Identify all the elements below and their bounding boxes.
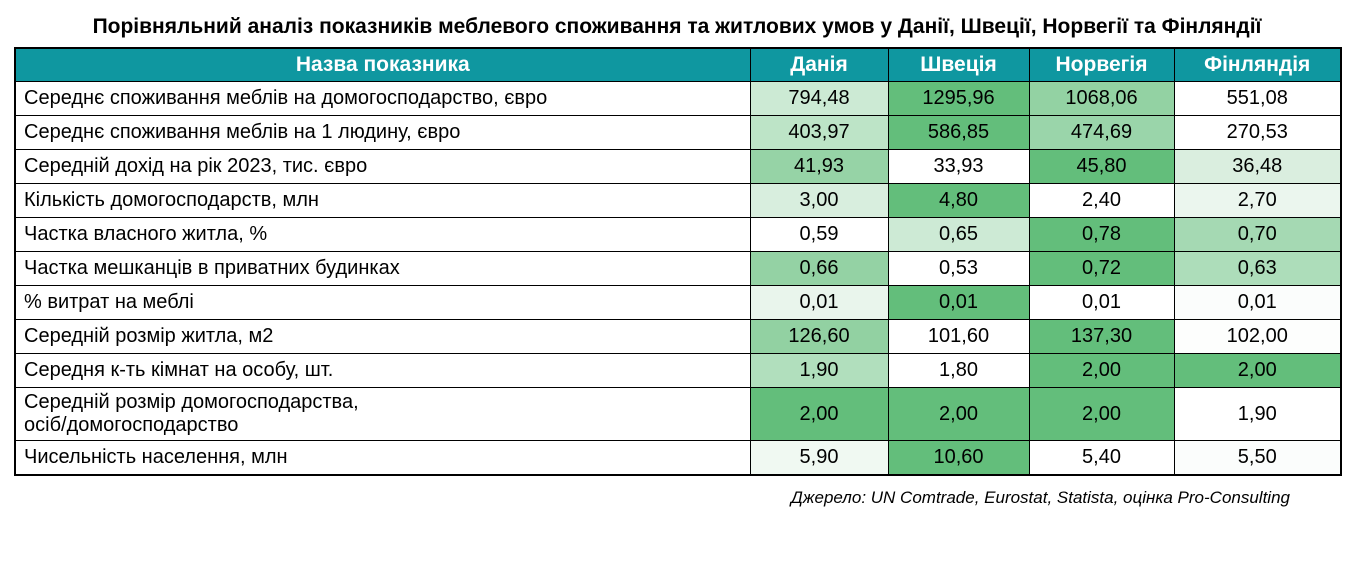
value-cell: 0,01 bbox=[749, 285, 889, 320]
value-cell: 102,00 bbox=[1173, 319, 1342, 354]
column-header-country: Швеція bbox=[887, 47, 1030, 82]
value-cell: 0,72 bbox=[1028, 251, 1175, 286]
indicator-label: Середнє споживання меблів на 1 людину, є… bbox=[14, 115, 751, 150]
value-cell: 0,63 bbox=[1173, 251, 1342, 286]
column-header-country: Данія bbox=[749, 47, 889, 82]
indicator-label: Кількість домогосподарств, млн bbox=[14, 183, 751, 218]
indicator-label: Середній розмір житла, м2 bbox=[14, 319, 751, 354]
value-cell: 1068,06 bbox=[1028, 81, 1175, 116]
value-cell: 551,08 bbox=[1173, 81, 1342, 116]
value-cell: 0,01 bbox=[1173, 285, 1342, 320]
table-row: Середній розмір житла, м2 126,60 101,60 137… bbox=[14, 319, 1342, 354]
value-cell: 270,53 bbox=[1173, 115, 1342, 150]
table-row: Середня к-ть кімнат на особу, шт. 1,90 1,8… bbox=[14, 353, 1342, 388]
value-cell: 3,00 bbox=[749, 183, 889, 218]
value-cell: 2,00 bbox=[1173, 353, 1342, 388]
value-cell: 2,00 bbox=[749, 387, 889, 441]
column-header-country: Норвегія bbox=[1028, 47, 1175, 82]
value-cell: 0,01 bbox=[887, 285, 1030, 320]
value-cell: 0,70 bbox=[1173, 217, 1342, 252]
value-cell: 1295,96 bbox=[887, 81, 1030, 116]
value-cell: 0,66 bbox=[749, 251, 889, 286]
table-row: Середнє споживання меблів на 1 людину, є… bbox=[14, 115, 1342, 150]
value-cell: 5,90 bbox=[749, 440, 889, 476]
table-row: Чисельність населення, млн 5,90 10,60 5,40 5… bbox=[14, 440, 1342, 476]
indicator-label: Чисельність населення, млн bbox=[14, 440, 751, 476]
value-cell: 474,69 bbox=[1028, 115, 1175, 150]
page-title: Порівняльний аналіз показників меблевого… bbox=[92, 15, 1262, 38]
value-cell: 2,00 bbox=[887, 387, 1030, 441]
header-row: Назва показника Данія Швеція Норвегія Фінля… bbox=[14, 47, 1342, 82]
table-row: Частка власного житла, % 0,59 0,65 0,78 0,70 bbox=[14, 217, 1342, 252]
value-cell: 33,93 bbox=[887, 149, 1030, 184]
value-cell: 2,70 bbox=[1173, 183, 1342, 218]
value-cell: 586,85 bbox=[887, 115, 1030, 150]
column-header-country: Фінляндія bbox=[1173, 47, 1342, 82]
value-cell: 403,97 bbox=[749, 115, 889, 150]
value-cell: 1,90 bbox=[749, 353, 889, 388]
comparison-table: Назва показника Данія Швеція Норвегія Фінля… bbox=[14, 47, 1342, 476]
value-cell: 1,80 bbox=[887, 353, 1030, 388]
table-row: Частка мешканців в приватних будинках 0,6… bbox=[14, 251, 1342, 286]
table-row: Середнє споживання меблів на домогоспода… bbox=[14, 81, 1342, 116]
value-cell: 4,80 bbox=[887, 183, 1030, 218]
table-row: Середній розмір домогосподарства, осіб/д… bbox=[14, 387, 1342, 441]
indicator-label: Частка власного житла, % bbox=[14, 217, 751, 252]
value-cell: 0,01 bbox=[1028, 285, 1175, 320]
value-cell: 10,60 bbox=[887, 440, 1030, 476]
value-cell: 2,00 bbox=[1028, 387, 1175, 441]
value-cell: 0,65 bbox=[887, 217, 1030, 252]
value-cell: 126,60 bbox=[749, 319, 889, 354]
value-cell: 794,48 bbox=[749, 81, 889, 116]
table-row: % витрат на меблі 0,01 0,01 0,01 0,01 bbox=[14, 285, 1342, 320]
value-cell: 2,00 bbox=[1028, 353, 1175, 388]
indicator-label: Середня к-ть кімнат на особу, шт. bbox=[14, 353, 751, 388]
value-cell: 1,90 bbox=[1173, 387, 1342, 441]
value-cell: 137,30 bbox=[1028, 319, 1175, 354]
value-cell: 45,80 bbox=[1028, 149, 1175, 184]
value-cell: 5,50 bbox=[1173, 440, 1342, 476]
indicator-label: % витрат на меблі bbox=[14, 285, 751, 320]
value-cell: 36,48 bbox=[1173, 149, 1342, 184]
value-cell: 41,93 bbox=[749, 149, 889, 184]
value-cell: 0,78 bbox=[1028, 217, 1175, 252]
indicator-label: Середній дохід на рік 2023, тис. євро bbox=[14, 149, 751, 184]
value-cell: 2,40 bbox=[1028, 183, 1175, 218]
column-header-indicator: Назва показника bbox=[14, 47, 751, 82]
table-row: Середній дохід на рік 2023, тис. євро 41,… bbox=[14, 149, 1342, 184]
indicator-label: Середнє споживання меблів на домогоспода… bbox=[14, 81, 751, 116]
indicator-label: Середній розмір домогосподарства, осіб/д… bbox=[14, 387, 751, 441]
indicator-label: Частка мешканців в приватних будинках bbox=[14, 251, 751, 286]
value-cell: 5,40 bbox=[1028, 440, 1175, 476]
table-row: Кількість домогосподарств, млн 3,00 4,80 2,… bbox=[14, 183, 1342, 218]
table-body: Середнє споживання меблів на домогоспода… bbox=[14, 81, 1342, 476]
source-note: Джерело: UN Comtrade, Eurostat, Statista… bbox=[790, 488, 1290, 507]
value-cell: 0,53 bbox=[887, 251, 1030, 286]
value-cell: 101,60 bbox=[887, 319, 1030, 354]
value-cell: 0,59 bbox=[749, 217, 889, 252]
